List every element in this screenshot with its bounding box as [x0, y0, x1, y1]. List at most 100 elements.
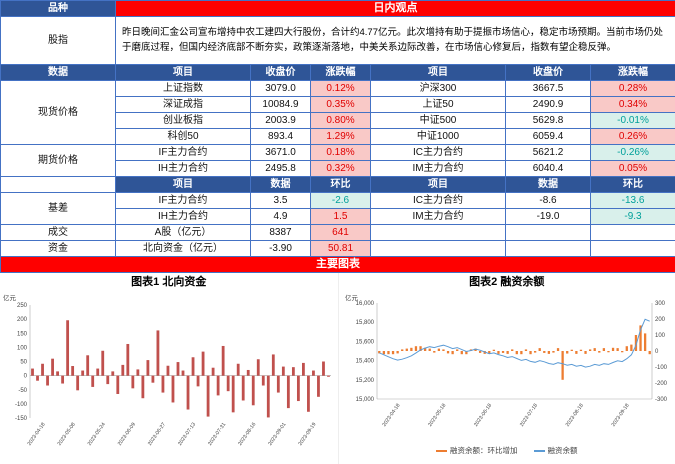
- col-header: 项目: [371, 65, 506, 81]
- financing-balance-marker: [534, 450, 545, 452]
- svg-text:150: 150: [17, 331, 28, 337]
- table-row: 基差 IF主力合约 3.5 -2.6 IC主力合约 -8.6 -13.6: [1, 193, 675, 209]
- svg-text:200: 200: [17, 317, 28, 323]
- svg-text:2023-05-24: 2023-05-24: [87, 422, 107, 447]
- svg-text:2023-08-18: 2023-08-18: [564, 403, 584, 428]
- col-header: 环比: [311, 177, 371, 193]
- table-row: 数据 项目 收盘价 涨跌幅 项目 收盘价 涨跌幅: [1, 65, 675, 81]
- table-row: 现货价格 上证指数 3079.0 0.12% 沪深300 3667.5 0.28…: [1, 81, 675, 97]
- svg-text:2023-09-18: 2023-09-18: [610, 403, 630, 428]
- svg-text:2023-09-01: 2023-09-01: [267, 422, 287, 447]
- data-value: -8.6: [506, 193, 591, 209]
- col-header: 收盘价: [506, 65, 591, 81]
- close-value: 3671.0: [251, 145, 311, 161]
- table-row: 股指 昨日晚间汇金公司宣布增持中农工建四大行股份，合计约4.77亿元。此次增持有…: [1, 17, 675, 65]
- svg-text:2023-04-18: 2023-04-18: [381, 403, 401, 428]
- svg-text:2023-05-18: 2023-05-18: [427, 403, 447, 428]
- basis-label: 基差: [1, 193, 116, 225]
- svg-text:200: 200: [655, 317, 666, 323]
- svg-text:2023-06-18: 2023-06-18: [473, 403, 493, 428]
- data-value: -19.0: [506, 209, 591, 225]
- svg-text:15,000: 15,000: [355, 397, 374, 403]
- close-value: 5621.2: [506, 145, 591, 161]
- index-name: 中证500: [371, 113, 506, 129]
- contract-name: IH主力合约: [116, 161, 251, 177]
- col-header: 项目: [116, 177, 251, 193]
- col-header: 涨跌幅: [311, 65, 371, 81]
- close-value: 6040.4: [506, 161, 591, 177]
- svg-text:100: 100: [17, 345, 28, 351]
- svg-text:亿元: 亿元: [3, 293, 17, 302]
- index-name: 上证50: [371, 97, 506, 113]
- svg-text:100: 100: [655, 333, 666, 339]
- chain-change: -13.6: [591, 193, 675, 209]
- svg-text:50: 50: [20, 360, 27, 366]
- close-value: 3079.0: [251, 81, 311, 97]
- index-name: 科创50: [116, 129, 251, 145]
- main-charts-header: 主要图表: [1, 257, 675, 273]
- pct-change: 0.12%: [311, 81, 371, 97]
- pct-change: 0.80%: [311, 113, 371, 129]
- contract-name: IF主力合约: [116, 193, 251, 209]
- legend-item-financing-change: 融资余额：环比增加: [436, 445, 518, 456]
- index-name: 深证成指: [116, 97, 251, 113]
- svg-text:300: 300: [655, 301, 666, 307]
- chain-change: 50.81: [311, 241, 371, 257]
- close-value: 3667.5: [506, 81, 591, 97]
- chain-change: -9.3: [591, 209, 675, 225]
- financing-balance-chart-svg: 亿元16,00015,80015,60015,40015,20015,00030…: [339, 291, 675, 439]
- col-header: 环比: [591, 177, 675, 193]
- item-name: 北向资金（亿元）: [116, 241, 251, 257]
- svg-text:2023-06-09: 2023-06-09: [117, 422, 137, 447]
- close-value: 893.4: [251, 129, 311, 145]
- col-header: 项目: [371, 177, 506, 193]
- pct-change: 0.26%: [591, 129, 675, 145]
- svg-text:0: 0: [24, 374, 28, 380]
- svg-text:-100: -100: [15, 402, 28, 408]
- chart1-title: 图表1 北向资金: [0, 273, 338, 291]
- legend-label: 融资余额：环比增加: [450, 445, 518, 456]
- index-name: 上证指数: [116, 81, 251, 97]
- col-header: 数据: [251, 177, 311, 193]
- svg-text:-200: -200: [655, 381, 668, 387]
- data-section-label: 数据: [1, 65, 116, 81]
- contract-name: IH主力合约: [116, 209, 251, 225]
- col-header: 项目: [116, 65, 251, 81]
- table-row: 品种 日内观点: [1, 1, 675, 17]
- pct-change: 0.28%: [591, 81, 675, 97]
- item-name: A股（亿元）: [116, 225, 251, 241]
- close-value: 10084.9: [251, 97, 311, 113]
- pct-change: 0.18%: [311, 145, 371, 161]
- svg-text:15,200: 15,200: [355, 378, 374, 384]
- table-row: 项目 数据 环比 项目 数据 环比: [1, 177, 675, 193]
- svg-text:2023-07-31: 2023-07-31: [207, 422, 227, 447]
- funds-label: 资金: [1, 241, 116, 257]
- close-value: 2003.9: [251, 113, 311, 129]
- daily-report-table: 品种 日内观点 股指 昨日晚间汇金公司宣布增持中农工建四大行股份，合计约4.77…: [0, 0, 675, 273]
- svg-text:-150: -150: [15, 416, 28, 422]
- data-value: 3.5: [251, 193, 311, 209]
- table-row: 主要图表: [1, 257, 675, 273]
- contract-name: IM主力合约: [371, 161, 506, 177]
- category-label: 股指: [1, 17, 116, 65]
- chain-change: 641: [311, 225, 371, 241]
- table-row: 期货价格 IF主力合约 3671.0 0.18% IC主力合约 5621.2 -…: [1, 145, 675, 161]
- index-name: 中证1000: [371, 129, 506, 145]
- empty-cell: [591, 241, 675, 257]
- svg-text:250: 250: [17, 303, 28, 309]
- close-value: 2490.9: [506, 97, 591, 113]
- pct-change: 1.29%: [311, 129, 371, 145]
- table-row: 资金 北向资金（亿元） -3.90 50.81: [1, 241, 675, 257]
- pct-change: 0.05%: [591, 161, 675, 177]
- pct-change: -0.01%: [591, 113, 675, 129]
- chain-change: 1.5: [311, 209, 371, 225]
- contract-name: IC主力合约: [371, 193, 506, 209]
- col-header: 收盘价: [251, 65, 311, 81]
- empty-cell: [1, 177, 116, 193]
- svg-text:2023-09-19: 2023-09-19: [297, 422, 317, 447]
- svg-text:2023-07-18: 2023-07-18: [518, 403, 538, 428]
- svg-text:2023-05-08: 2023-05-08: [57, 422, 77, 447]
- pct-change: 0.35%: [311, 97, 371, 113]
- legend-label: 融资余额: [548, 445, 578, 456]
